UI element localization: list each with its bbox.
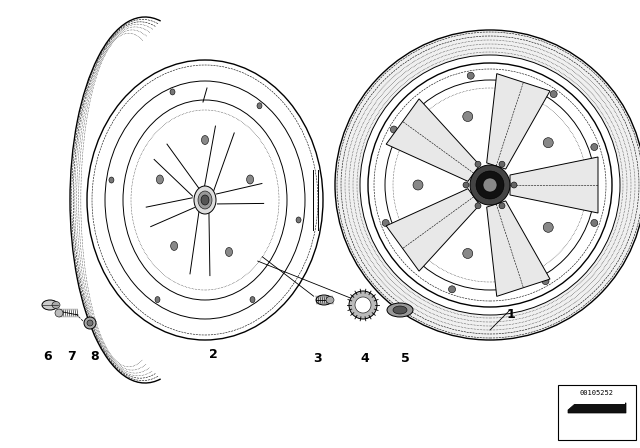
- Ellipse shape: [42, 300, 58, 310]
- Text: 2: 2: [209, 349, 218, 362]
- Ellipse shape: [296, 217, 301, 223]
- Circle shape: [55, 309, 63, 317]
- Circle shape: [476, 171, 504, 199]
- Ellipse shape: [201, 195, 209, 205]
- Circle shape: [550, 90, 557, 98]
- Ellipse shape: [123, 100, 287, 300]
- Circle shape: [511, 182, 517, 188]
- Ellipse shape: [171, 241, 178, 250]
- Circle shape: [543, 222, 553, 233]
- Ellipse shape: [225, 247, 232, 256]
- Ellipse shape: [250, 297, 255, 302]
- Ellipse shape: [326, 297, 334, 303]
- Bar: [558, 385, 636, 440]
- Circle shape: [463, 249, 473, 258]
- Circle shape: [413, 180, 423, 190]
- Ellipse shape: [52, 302, 60, 309]
- Circle shape: [449, 286, 456, 293]
- Polygon shape: [510, 157, 598, 213]
- Circle shape: [543, 138, 553, 148]
- Ellipse shape: [246, 175, 253, 184]
- Ellipse shape: [387, 303, 413, 317]
- Circle shape: [385, 80, 595, 290]
- Text: 8: 8: [91, 350, 99, 363]
- Circle shape: [591, 220, 598, 227]
- Text: 6: 6: [44, 350, 52, 363]
- Circle shape: [463, 182, 469, 188]
- Polygon shape: [386, 99, 480, 181]
- Ellipse shape: [194, 186, 216, 214]
- Circle shape: [470, 165, 510, 205]
- Circle shape: [591, 143, 598, 151]
- Circle shape: [390, 126, 397, 133]
- Polygon shape: [569, 401, 625, 407]
- Circle shape: [87, 320, 93, 326]
- Circle shape: [499, 203, 505, 209]
- Text: 5: 5: [401, 352, 410, 365]
- Ellipse shape: [316, 295, 332, 305]
- Ellipse shape: [170, 89, 175, 95]
- Circle shape: [542, 278, 549, 284]
- Ellipse shape: [202, 135, 209, 145]
- Text: 3: 3: [314, 352, 323, 365]
- Ellipse shape: [257, 103, 262, 109]
- Circle shape: [499, 161, 505, 167]
- Ellipse shape: [393, 306, 407, 314]
- Polygon shape: [386, 189, 480, 271]
- Ellipse shape: [155, 297, 160, 302]
- Text: 4: 4: [360, 352, 369, 365]
- Circle shape: [463, 112, 473, 121]
- Ellipse shape: [198, 191, 212, 209]
- Circle shape: [355, 297, 371, 313]
- Text: 1: 1: [507, 309, 515, 322]
- Ellipse shape: [109, 177, 114, 183]
- Circle shape: [483, 178, 497, 192]
- Polygon shape: [486, 201, 550, 297]
- Circle shape: [475, 203, 481, 209]
- Circle shape: [467, 72, 474, 79]
- Circle shape: [349, 291, 377, 319]
- Polygon shape: [486, 73, 550, 169]
- Circle shape: [475, 161, 481, 167]
- Circle shape: [360, 55, 620, 315]
- Circle shape: [382, 220, 389, 227]
- Circle shape: [84, 317, 96, 329]
- Circle shape: [335, 30, 640, 340]
- Ellipse shape: [156, 175, 163, 184]
- Polygon shape: [568, 403, 626, 413]
- Text: 00105252: 00105252: [580, 390, 614, 396]
- Text: 7: 7: [68, 350, 76, 363]
